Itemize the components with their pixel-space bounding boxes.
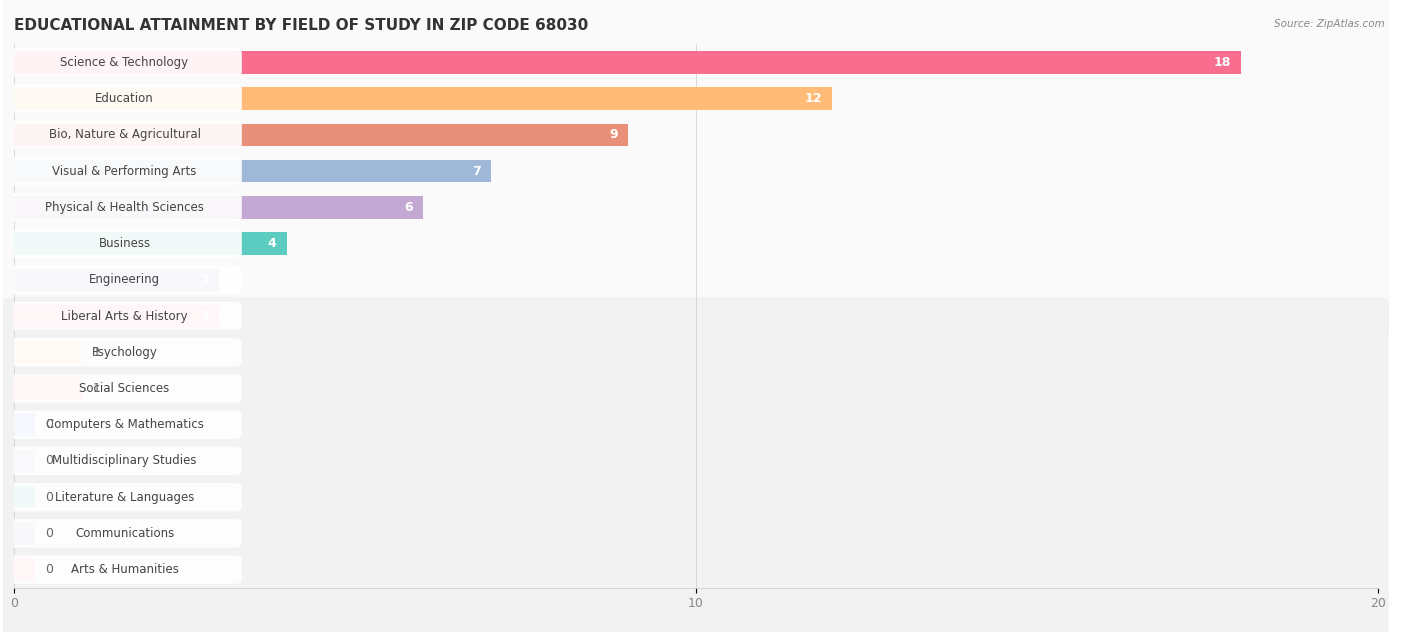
FancyBboxPatch shape	[7, 193, 242, 222]
Text: Education: Education	[96, 92, 153, 105]
Text: 1: 1	[93, 382, 100, 395]
Text: Science & Technology: Science & Technology	[60, 56, 188, 69]
FancyBboxPatch shape	[7, 410, 242, 439]
Text: Computers & Mathematics: Computers & Mathematics	[45, 418, 204, 431]
Bar	[14, 87, 832, 110]
Text: Business: Business	[98, 237, 150, 250]
Text: Psychology: Psychology	[91, 346, 157, 359]
Bar	[14, 196, 423, 219]
Bar	[14, 486, 35, 508]
FancyBboxPatch shape	[7, 121, 242, 149]
Text: 0: 0	[45, 418, 53, 431]
Text: 18: 18	[1213, 56, 1232, 69]
Text: Engineering: Engineering	[89, 273, 160, 286]
Text: 4: 4	[269, 237, 277, 250]
FancyBboxPatch shape	[7, 447, 242, 475]
Bar	[14, 377, 82, 399]
FancyBboxPatch shape	[7, 265, 242, 294]
Bar	[14, 450, 35, 472]
FancyBboxPatch shape	[7, 48, 242, 76]
Text: Communications: Communications	[75, 527, 174, 540]
Text: 7: 7	[472, 164, 481, 178]
Bar	[14, 51, 1241, 73]
Bar	[14, 124, 627, 146]
Bar	[14, 559, 35, 581]
FancyBboxPatch shape	[7, 84, 242, 113]
Text: 9: 9	[609, 128, 617, 142]
Text: Source: ZipAtlas.com: Source: ZipAtlas.com	[1274, 19, 1385, 29]
FancyBboxPatch shape	[7, 483, 242, 511]
FancyBboxPatch shape	[7, 157, 242, 185]
Text: Liberal Arts & History: Liberal Arts & History	[62, 310, 188, 322]
Text: 0: 0	[45, 563, 53, 576]
Text: 0: 0	[45, 490, 53, 504]
FancyBboxPatch shape	[3, 297, 1389, 632]
Text: Social Sciences: Social Sciences	[79, 382, 170, 395]
Bar	[14, 233, 287, 255]
Text: 3: 3	[200, 273, 208, 286]
Bar	[14, 305, 219, 327]
Bar	[14, 341, 82, 363]
Text: Physical & Health Sciences: Physical & Health Sciences	[45, 201, 204, 214]
Text: Arts & Humanities: Arts & Humanities	[70, 563, 179, 576]
FancyBboxPatch shape	[7, 556, 242, 584]
Text: Visual & Performing Arts: Visual & Performing Arts	[52, 164, 197, 178]
FancyBboxPatch shape	[7, 301, 242, 331]
Text: EDUCATIONAL ATTAINMENT BY FIELD OF STUDY IN ZIP CODE 68030: EDUCATIONAL ATTAINMENT BY FIELD OF STUDY…	[14, 18, 588, 33]
Text: 3: 3	[200, 310, 208, 322]
FancyBboxPatch shape	[7, 229, 242, 258]
FancyBboxPatch shape	[7, 374, 242, 403]
Text: Multidisciplinary Studies: Multidisciplinary Studies	[52, 454, 197, 468]
Bar	[14, 522, 35, 545]
FancyBboxPatch shape	[7, 338, 242, 367]
FancyBboxPatch shape	[7, 519, 242, 548]
FancyBboxPatch shape	[3, 0, 1389, 335]
Text: 1: 1	[93, 346, 100, 359]
Text: 6: 6	[405, 201, 413, 214]
Text: 0: 0	[45, 454, 53, 468]
Bar	[14, 413, 35, 436]
Bar	[14, 269, 219, 291]
Text: 12: 12	[804, 92, 823, 105]
Text: Bio, Nature & Agricultural: Bio, Nature & Agricultural	[49, 128, 201, 142]
Text: Literature & Languages: Literature & Languages	[55, 490, 194, 504]
Text: 0: 0	[45, 527, 53, 540]
Bar	[14, 160, 492, 182]
